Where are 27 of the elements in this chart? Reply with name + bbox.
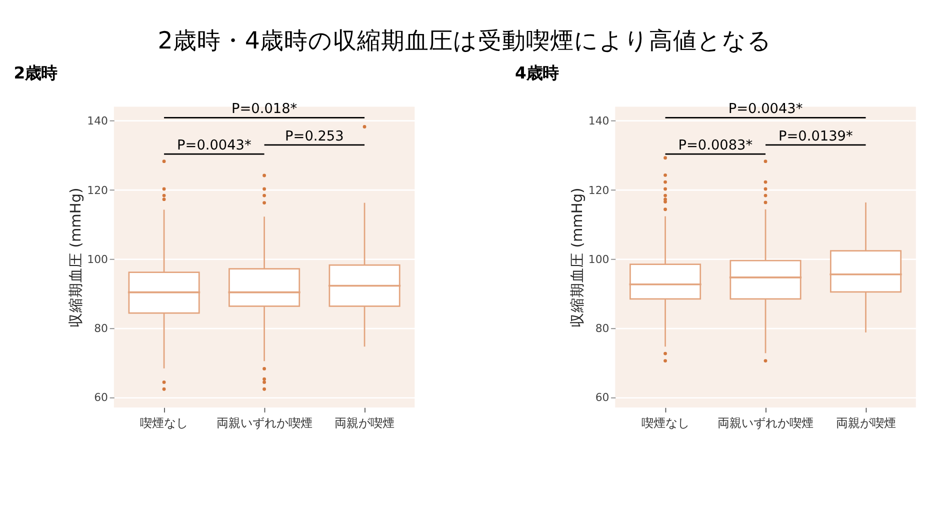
y-axis-title: 収縮期血圧 (mmHg): [568, 188, 586, 328]
x-tick-label: 両親いずれか喫煙: [718, 416, 814, 430]
x-tick-label: 喫煙なし: [641, 416, 690, 430]
y-tick-label: 120: [588, 184, 610, 197]
annotation: P=0.0083*: [678, 138, 753, 154]
y-tick-label: 120: [87, 184, 108, 197]
chart-subtitle: 2歳時: [14, 63, 58, 82]
y-tick-label: 140: [588, 114, 610, 128]
annotation: P=0.0043*: [728, 101, 803, 118]
y-tick-label: 100: [87, 252, 108, 266]
y-tick-label: 140: [87, 114, 108, 128]
chart-subtitle: 4歳時: [514, 63, 558, 82]
x-tick-label: 両親が喫煙: [836, 416, 896, 430]
annotation: P=0.0139*: [778, 128, 853, 144]
y-tick-label: 60: [595, 391, 610, 404]
text: 2歳時・4歳時の収縮期血圧は受動喫煙により高値となる: [158, 26, 772, 54]
y-tick-label: 60: [94, 391, 108, 404]
annotation: P=0.0043*: [177, 138, 252, 154]
y-tick-label: 80: [94, 322, 108, 336]
annotation: P=0.018*: [231, 101, 298, 118]
y-tick-label: 80: [595, 322, 610, 336]
y-axis-title: 収縮期血圧 (mmHg): [68, 188, 85, 328]
x-tick-label: 両親が喫煙: [334, 416, 395, 430]
x-tick-label: 両親いずれか喫煙: [216, 416, 312, 430]
y-tick-label: 100: [588, 252, 610, 266]
x-tick-label: 喫煙なし: [140, 416, 188, 430]
annotation: P=0.253: [285, 128, 344, 144]
